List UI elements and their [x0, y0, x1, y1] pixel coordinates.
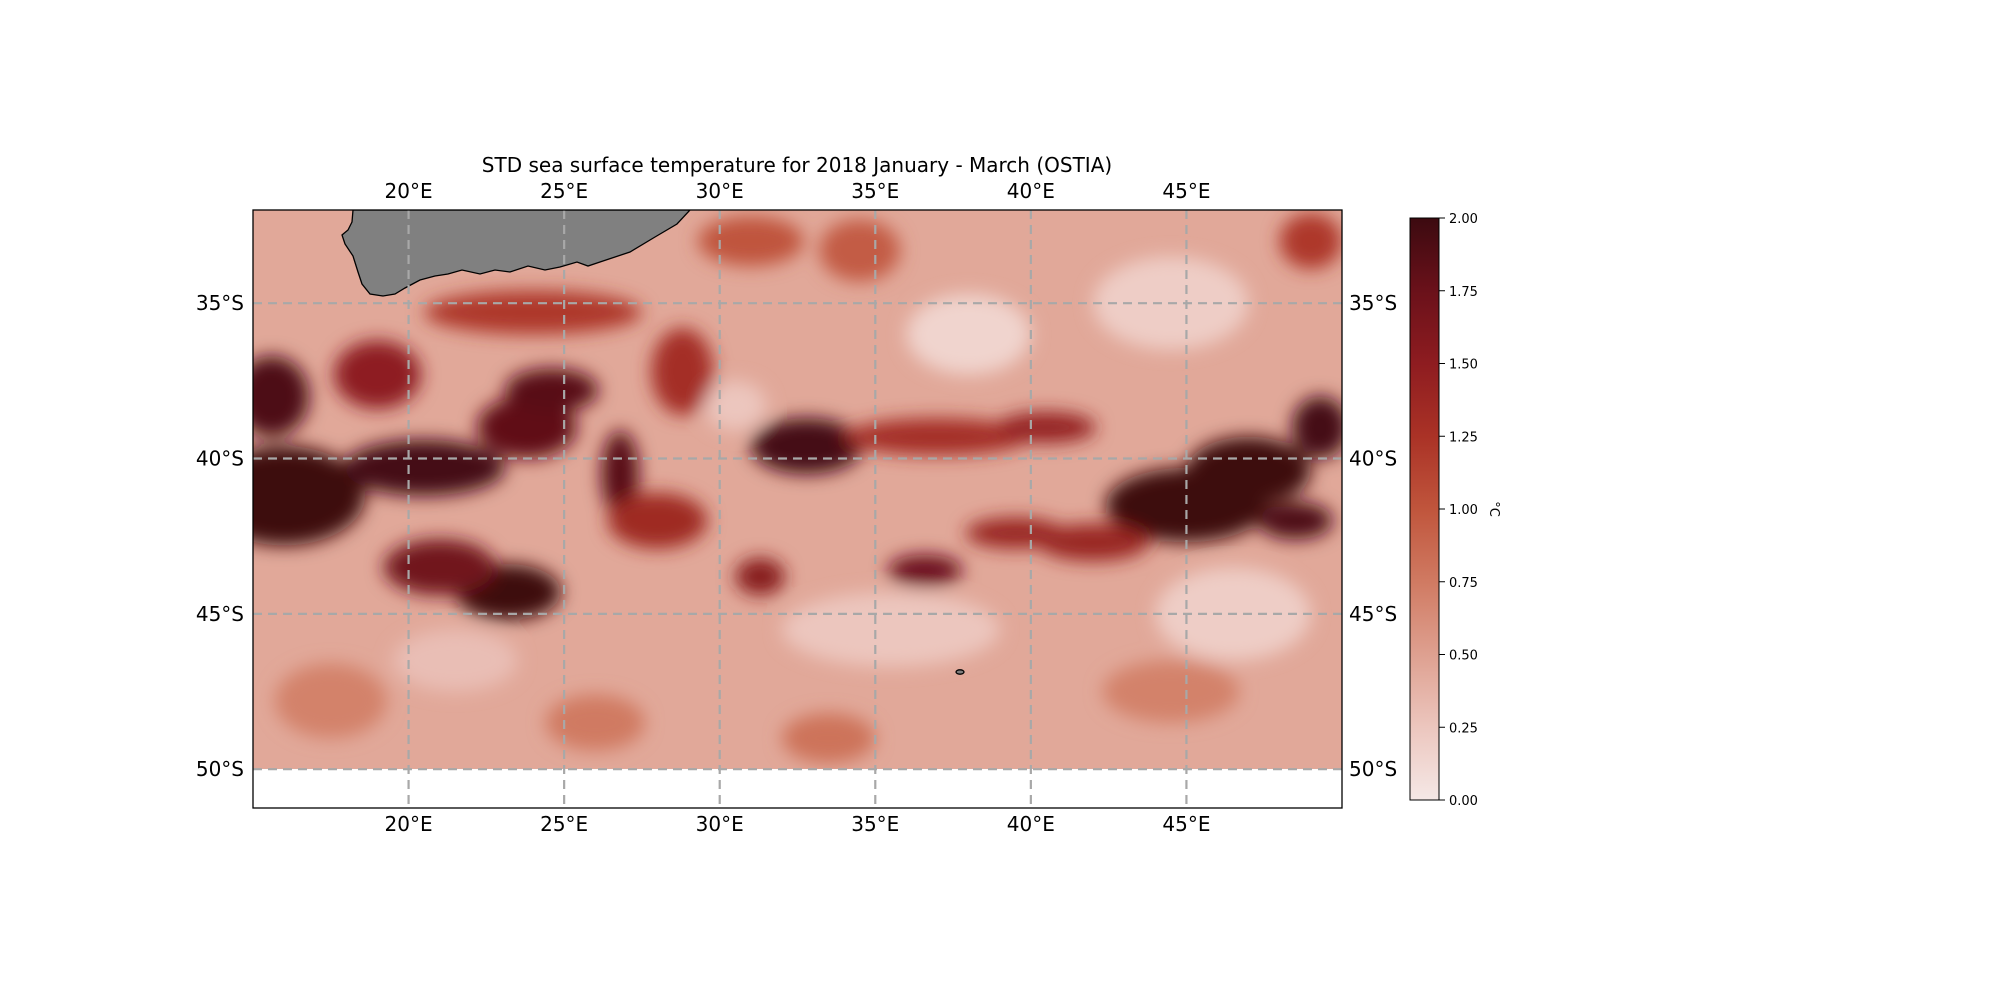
colorbar-tick-label: 0.00 — [1449, 794, 1478, 809]
sst-std-feature — [906, 293, 1031, 375]
sst-std-feature — [274, 663, 387, 739]
colorbar-tick-label: 1.50 — [1449, 358, 1478, 373]
sst-std-feature — [1186, 436, 1311, 506]
sst-std-feature — [887, 554, 963, 586]
longitude-labels-top: 20°E 25°E 30°E 35°E 40°E 45°E — [385, 179, 1211, 203]
colorbar-tick-label: 1.25 — [1449, 430, 1478, 445]
longitude-label: 25°E — [540, 812, 588, 836]
colorbar-ticks: 0.00 0.25 0.50 0.75 1.00 1.25 1.50 1.75 2.00 — [1439, 212, 1478, 809]
colorbar-tick-label: 2.00 — [1449, 212, 1478, 227]
map-frame — [252, 209, 1343, 809]
sst-std-feature — [393, 629, 518, 692]
longitude-label: 20°E — [385, 812, 433, 836]
longitude-label: 45°E — [1162, 179, 1210, 203]
longitude-label: 45°E — [1162, 812, 1210, 836]
sst-std-feature — [1037, 523, 1150, 562]
latitude-label: 45°S — [1349, 602, 1397, 626]
sst-std-feature — [607, 492, 708, 549]
chart-title: STD sea surface temperature for 2018 Jan… — [482, 153, 1112, 177]
longitude-label: 30°E — [696, 812, 744, 836]
colorbar-gradient — [1409, 217, 1440, 801]
longitude-label: 25°E — [540, 179, 588, 203]
map-plot-area — [252, 209, 1343, 809]
sst-std-feature — [383, 539, 496, 596]
sst-std-feature — [343, 439, 506, 496]
colorbar: 0.00 0.25 0.50 0.75 1.00 1.25 1.50 1.75 2.00 °C — [1409, 212, 1501, 809]
latitude-label: 50°S — [1349, 757, 1397, 781]
latitude-label: 35°S — [1349, 291, 1397, 315]
sst-std-feature — [750, 418, 863, 475]
sst-std-feature — [781, 592, 1000, 667]
sst-std-feature — [333, 340, 422, 409]
sst-std-feature — [1102, 660, 1240, 723]
latitude-label: 40°S — [1349, 447, 1397, 471]
gridlines — [253, 210, 1342, 808]
sst-std-feature — [1279, 213, 1342, 270]
latitude-labels-left: 35°S 40°S 45°S 50°S — [196, 291, 244, 781]
africa-land — [341, 210, 691, 297]
sst-std-feature — [704, 380, 767, 431]
colorbar-tick-label: 1.00 — [1449, 503, 1478, 518]
latitude-labels-right: 35°S 40°S 45°S 50°S — [1349, 291, 1397, 781]
longitude-labels-bottom: 20°E 25°E 30°E 35°E 40°E 45°E — [385, 812, 1211, 836]
sst-std-feature — [996, 411, 1097, 443]
sst-std-feature — [1257, 502, 1333, 540]
latitude-label: 45°S — [196, 602, 244, 626]
sst-std-feature — [253, 446, 365, 546]
latitude-label: 35°S — [196, 291, 244, 315]
longitude-label: 20°E — [385, 179, 433, 203]
longitude-label: 40°E — [1007, 812, 1055, 836]
sst-std-feature — [505, 368, 599, 412]
colorbar-label: °C — [1486, 501, 1501, 517]
sst-std-feature — [1292, 396, 1342, 459]
longitude-label: 35°E — [851, 812, 899, 836]
longitude-label: 35°E — [851, 179, 899, 203]
colorbar-tick-label: 0.25 — [1449, 721, 1478, 736]
sst-std-field — [253, 213, 1342, 763]
sst-std-feature — [844, 418, 1031, 456]
sst-std-feature — [424, 290, 642, 335]
sst-std-feature — [735, 557, 786, 596]
colorbar-tick-label: 1.75 — [1449, 285, 1478, 300]
sst-std-feature — [781, 713, 876, 763]
colorbar-tick-label: 0.50 — [1449, 649, 1478, 664]
sst-std-feature — [697, 216, 804, 266]
colorbar-tick-label: 0.75 — [1449, 576, 1478, 591]
island — [955, 669, 965, 675]
sst-std-feature — [545, 694, 646, 751]
latitude-label: 40°S — [196, 447, 244, 471]
sst-std-feature — [601, 430, 639, 518]
longitude-label: 40°E — [1007, 179, 1055, 203]
sst-std-feature — [651, 328, 714, 416]
sst-std-feature — [253, 356, 309, 437]
latitude-label: 50°S — [196, 757, 244, 781]
sst-std-feature — [819, 219, 901, 282]
longitude-label: 30°E — [696, 179, 744, 203]
